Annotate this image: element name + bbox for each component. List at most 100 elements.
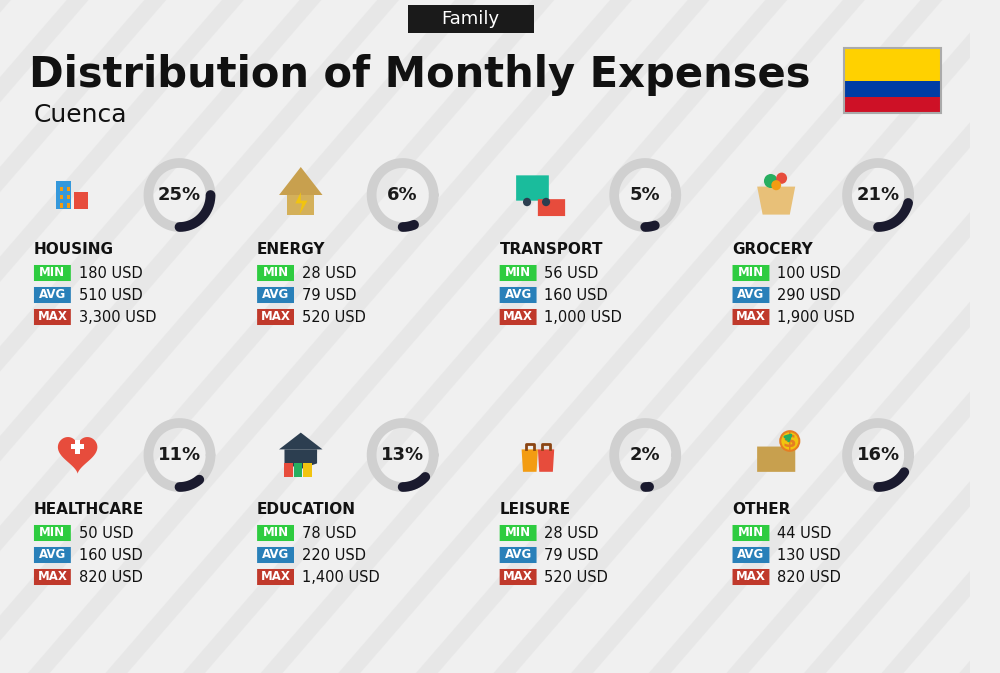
Text: AVG: AVG xyxy=(504,289,532,302)
Bar xyxy=(60,195,63,199)
FancyBboxPatch shape xyxy=(34,569,71,585)
Bar xyxy=(74,192,88,209)
Text: MAX: MAX xyxy=(503,571,533,583)
Text: 78 USD: 78 USD xyxy=(302,526,356,540)
Text: AVG: AVG xyxy=(504,548,532,561)
FancyBboxPatch shape xyxy=(538,199,565,216)
Text: OTHER: OTHER xyxy=(733,503,791,518)
Text: 28 USD: 28 USD xyxy=(544,526,599,540)
Text: 520 USD: 520 USD xyxy=(544,569,608,584)
Text: $: $ xyxy=(783,431,797,450)
Polygon shape xyxy=(757,186,795,215)
Text: 820 USD: 820 USD xyxy=(777,569,841,584)
Bar xyxy=(67,186,70,191)
Text: MIN: MIN xyxy=(738,526,764,540)
Text: EDUCATION: EDUCATION xyxy=(257,503,356,518)
Polygon shape xyxy=(538,450,554,472)
Text: TRANSPORT: TRANSPORT xyxy=(500,242,603,258)
Text: MAX: MAX xyxy=(736,571,766,583)
Polygon shape xyxy=(522,450,538,472)
FancyBboxPatch shape xyxy=(733,547,769,563)
Bar xyxy=(844,48,941,113)
Text: 6%: 6% xyxy=(387,186,418,204)
FancyBboxPatch shape xyxy=(34,287,71,303)
Text: MIN: MIN xyxy=(738,267,764,279)
Text: 28 USD: 28 USD xyxy=(302,266,356,281)
FancyBboxPatch shape xyxy=(500,547,537,563)
FancyBboxPatch shape xyxy=(844,97,941,113)
FancyBboxPatch shape xyxy=(34,547,71,563)
Text: MIN: MIN xyxy=(262,526,289,540)
Text: 2%: 2% xyxy=(630,446,661,464)
Text: 25%: 25% xyxy=(158,186,201,204)
FancyBboxPatch shape xyxy=(500,525,537,541)
FancyBboxPatch shape xyxy=(733,569,769,585)
Text: AVG: AVG xyxy=(39,289,66,302)
Bar xyxy=(67,195,70,199)
Text: Distribution of Monthly Expenses: Distribution of Monthly Expenses xyxy=(29,54,811,96)
Circle shape xyxy=(542,198,550,206)
Circle shape xyxy=(764,174,778,188)
Text: 1,000 USD: 1,000 USD xyxy=(544,310,622,324)
Text: 130 USD: 130 USD xyxy=(777,548,841,563)
Text: 44 USD: 44 USD xyxy=(777,526,832,540)
Bar xyxy=(60,186,63,191)
FancyBboxPatch shape xyxy=(257,525,294,541)
Text: 79 USD: 79 USD xyxy=(544,548,599,563)
Bar xyxy=(67,203,70,207)
Text: Family: Family xyxy=(442,10,500,28)
Text: 160 USD: 160 USD xyxy=(544,287,608,302)
FancyBboxPatch shape xyxy=(516,176,549,201)
FancyBboxPatch shape xyxy=(257,265,294,281)
Circle shape xyxy=(776,172,787,184)
Bar xyxy=(75,439,80,454)
Text: 1,900 USD: 1,900 USD xyxy=(777,310,855,324)
Polygon shape xyxy=(295,192,308,215)
FancyBboxPatch shape xyxy=(257,569,294,585)
FancyBboxPatch shape xyxy=(408,5,534,33)
Bar xyxy=(56,181,71,209)
FancyBboxPatch shape xyxy=(34,309,71,325)
FancyBboxPatch shape xyxy=(844,48,941,81)
Text: MIN: MIN xyxy=(262,267,289,279)
Polygon shape xyxy=(279,433,323,450)
Text: 50 USD: 50 USD xyxy=(79,526,133,540)
FancyBboxPatch shape xyxy=(257,287,294,303)
Polygon shape xyxy=(284,450,317,469)
Text: AVG: AVG xyxy=(262,289,289,302)
FancyBboxPatch shape xyxy=(733,525,769,541)
Text: 5%: 5% xyxy=(630,186,661,204)
Circle shape xyxy=(780,431,799,451)
Text: 160 USD: 160 USD xyxy=(79,548,142,563)
Text: GROCERY: GROCERY xyxy=(733,242,813,258)
Text: AVG: AVG xyxy=(262,548,289,561)
Text: Cuenca: Cuenca xyxy=(34,103,127,127)
Text: MAX: MAX xyxy=(37,571,67,583)
Bar xyxy=(287,195,314,215)
Text: MAX: MAX xyxy=(37,310,67,324)
FancyBboxPatch shape xyxy=(733,265,769,281)
Bar xyxy=(60,203,63,207)
FancyBboxPatch shape xyxy=(500,287,537,303)
Bar xyxy=(294,464,302,477)
Text: 100 USD: 100 USD xyxy=(777,266,841,281)
Text: 56 USD: 56 USD xyxy=(544,266,599,281)
Text: MAX: MAX xyxy=(261,310,290,324)
FancyBboxPatch shape xyxy=(257,547,294,563)
Text: LEISURE: LEISURE xyxy=(500,503,571,518)
Text: HEALTHCARE: HEALTHCARE xyxy=(34,503,144,518)
Bar xyxy=(284,464,293,477)
Text: 290 USD: 290 USD xyxy=(777,287,841,302)
Text: HOUSING: HOUSING xyxy=(34,242,114,258)
Polygon shape xyxy=(58,437,97,474)
Text: MAX: MAX xyxy=(736,310,766,324)
Text: MAX: MAX xyxy=(503,310,533,324)
FancyBboxPatch shape xyxy=(500,569,537,585)
Text: 820 USD: 820 USD xyxy=(79,569,142,584)
Text: AVG: AVG xyxy=(39,548,66,561)
Text: MIN: MIN xyxy=(39,526,65,540)
FancyBboxPatch shape xyxy=(844,81,941,97)
FancyBboxPatch shape xyxy=(733,287,769,303)
Text: 1,400 USD: 1,400 USD xyxy=(302,569,379,584)
Circle shape xyxy=(523,198,531,206)
